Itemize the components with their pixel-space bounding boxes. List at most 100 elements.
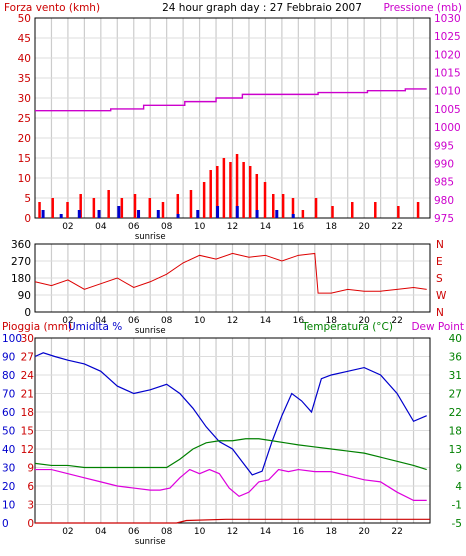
c2-xtick: 04	[95, 316, 107, 326]
c3-ytick-temp: 4	[455, 481, 462, 493]
c3-ytick-humidity: 10	[2, 500, 15, 512]
wind-average-bar	[117, 206, 121, 218]
c2-xtick: 02	[62, 316, 73, 326]
c3-ytick-temp: -1	[452, 500, 462, 512]
wind-average-bar	[41, 210, 45, 218]
c1-xtick: 18	[326, 222, 338, 232]
c3-ytick-temp: -5	[452, 518, 462, 530]
c1-ytick-left: 25	[18, 113, 31, 125]
humidity-series-line	[34, 352, 427, 476]
c2-xtick: 18	[326, 316, 338, 326]
c3-xtick: 02	[62, 527, 73, 537]
c1-ytick-right: 1000	[434, 122, 461, 134]
c1-ytick-right: 1025	[434, 31, 461, 43]
c3-ytick-humidity: 20	[2, 481, 15, 493]
wind-pressure-chart: 02 04 06 08 10 12 14 16 18 20 22sunrise05101520253…	[18, 13, 461, 242]
c3-ytick-temp: 36	[449, 352, 463, 364]
c1-xtick: 10	[194, 222, 206, 232]
c1-ytick-left: 50	[18, 13, 31, 25]
wind-gust-bar	[66, 202, 69, 218]
c3-ytick-rain: 30	[21, 333, 34, 345]
c3-xtick: 06	[128, 527, 140, 537]
wind-gust-bar	[331, 206, 334, 218]
wind-gust-bar	[242, 162, 245, 218]
wind-average-bar	[97, 210, 101, 218]
c2-ytick-left: 270	[11, 256, 31, 268]
wind-gust-bar	[255, 174, 259, 218]
c2-xtick: 08	[161, 316, 173, 326]
c3-ytick-temp: 18	[449, 426, 462, 438]
rain-axis-label: Pioggia (mm)	[2, 321, 72, 333]
wind-gust-bar	[235, 154, 239, 218]
c3-ytick-rain: 24	[21, 370, 35, 382]
c1-ytick-right: 1030	[434, 13, 461, 25]
c1-ytick-left: 5	[24, 193, 31, 205]
wind-gust-bar	[216, 166, 219, 218]
c1-xtick: 06	[128, 222, 140, 232]
c1-ytick-right: 1015	[434, 68, 461, 80]
c2-xtick: 10	[194, 316, 206, 326]
c3-xtick: 14	[260, 527, 272, 537]
wind-gust-bar	[248, 166, 252, 218]
dewpoint-axis-label: Dew Point	[411, 321, 464, 333]
c2-ytick-left: 180	[11, 273, 31, 285]
c1-ytick-right: 990	[434, 158, 454, 170]
c3-xtick: 22	[391, 527, 402, 537]
c2-xtick: 14	[260, 316, 272, 326]
c3-ytick-rain: 18	[21, 407, 34, 419]
c1-ytick-right: 995	[434, 140, 454, 152]
wind-axis-label: Forza vento (kmh)	[4, 2, 100, 14]
c2-ytick-right: W	[436, 290, 447, 302]
c3-ytick-humidity: 50	[2, 426, 15, 438]
pressure-axis-label: Pressione (mb)	[383, 2, 462, 14]
c1-ytick-left: 15	[18, 153, 31, 165]
c3-ytick-rain: 6	[27, 481, 34, 493]
wind-average-bar	[156, 210, 160, 218]
pressure-series-line	[35, 88, 427, 112]
c3-ytick-humidity: 100	[2, 333, 22, 345]
c1-xtick: 22	[391, 222, 402, 232]
c1-xtick: 02	[62, 222, 73, 232]
c1-xtick: 16	[293, 222, 305, 232]
wind-gust-bar	[38, 202, 41, 218]
c2-ytick-left: 0	[24, 307, 31, 319]
c3-ytick-temp: 40	[449, 333, 462, 345]
c2-xtick: 16	[293, 316, 305, 326]
c2-xtick: 12	[227, 316, 238, 326]
c1-ytick-right: 1005	[434, 104, 461, 116]
c1-ytick-left: 30	[18, 93, 31, 105]
wind-average-bar	[275, 210, 279, 218]
c1-ytick-left: 40	[18, 53, 31, 65]
wind-gust-bar	[120, 198, 124, 218]
c3-xtick: 12	[227, 527, 238, 537]
c1-xtick: 08	[161, 222, 173, 232]
c2-ytick-right: N	[436, 307, 444, 319]
c3-ytick-temp: 22	[449, 407, 462, 419]
c3-ytick-temp: 31	[449, 370, 462, 382]
wind-gust-bar	[79, 194, 82, 218]
wind-gust-bar	[301, 210, 305, 218]
wind-average-bar	[255, 210, 259, 218]
c2-sunrise-label: sunrise	[135, 326, 166, 336]
c1-xtick: 14	[260, 222, 272, 232]
humidity-temperature-chart: 02 04 06 08 10 12 14 16 18 20 22sunrise01020304050…	[2, 333, 462, 547]
c1-frame	[34, 17, 431, 219]
wind-gust-bar	[416, 202, 420, 218]
c1-ytick-right: 985	[434, 177, 454, 189]
wind-gust-bar	[161, 202, 165, 218]
c3-xtick: 04	[95, 527, 107, 537]
c3-sunrise-label: sunrise	[135, 537, 166, 547]
wind-direction-chart: 02 04 06 08 10 12 14 16 18 20 22 sunrise 0 90 180 270 36…	[11, 239, 447, 336]
c2-xtick: 06	[128, 316, 140, 326]
wind-average-bar	[196, 210, 200, 218]
c3-xtick: 08	[161, 527, 173, 537]
c2-ytick-right: E	[436, 256, 443, 268]
c2-ytick-right: S	[436, 273, 443, 285]
wind-average-bar	[235, 206, 239, 218]
wind-gust-bar	[209, 170, 212, 218]
wind-gust-bar	[263, 182, 267, 218]
wind-average-bar	[176, 214, 180, 218]
chart-title: 24 hour graph day : 27 Febbraio 2007	[162, 2, 362, 14]
temperature-series-line	[34, 438, 427, 471]
